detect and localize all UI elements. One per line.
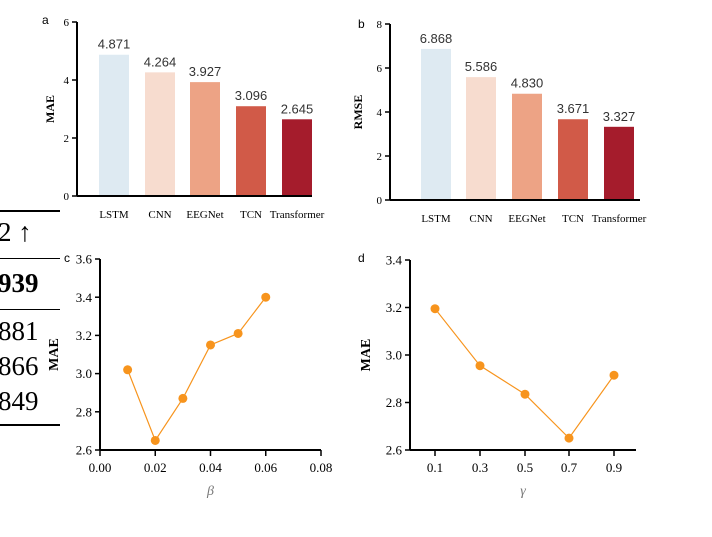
bar — [558, 119, 588, 200]
x-tick-label: Transformer — [592, 213, 647, 225]
x-tick-label: CNN — [469, 213, 492, 225]
y-tick-label: 4 — [64, 75, 70, 87]
bar — [145, 72, 175, 196]
x-tick-label: EEGNet — [186, 209, 223, 221]
data-point — [430, 304, 440, 314]
bar — [604, 126, 634, 200]
data-point — [233, 328, 243, 338]
x-tick-label: TCN — [240, 209, 262, 221]
x-tick-label: LSTM — [421, 213, 451, 225]
panel-label: a — [42, 13, 49, 27]
x-tick-label: 0.02 — [144, 460, 167, 475]
bar — [466, 77, 496, 200]
data-point — [150, 435, 160, 445]
x-tick-label: 0.7 — [561, 460, 578, 475]
x-tick-label: Transformer — [270, 209, 325, 221]
y-tick-label: 3.6 — [76, 252, 93, 267]
table-cell: 881 — [0, 316, 39, 346]
panel-label: b — [358, 17, 365, 31]
y-tick-label: 2.8 — [76, 404, 92, 419]
y-tick-label: 3.4 — [76, 290, 93, 305]
y-tick-label: 2.6 — [76, 443, 93, 458]
data-point — [178, 393, 188, 403]
data-label: 4.264 — [144, 54, 177, 69]
y-tick-label: 3.2 — [386, 300, 402, 315]
bar — [99, 54, 129, 197]
x-tick-label: 0.5 — [517, 460, 533, 475]
data-label: 3.671 — [557, 101, 590, 116]
x-tick-label: 0.9 — [606, 460, 622, 475]
y-tick-label: 2.8 — [386, 395, 402, 410]
data-label: 4.871 — [98, 37, 131, 52]
y-tick-label: 3.4 — [386, 253, 403, 268]
data-point — [609, 370, 619, 380]
y-tick-label: 3.0 — [386, 348, 402, 363]
x-tick-label: 0.1 — [427, 460, 443, 475]
table-cell: 849 — [0, 386, 39, 416]
series-line — [434, 308, 615, 440]
bar — [282, 119, 312, 196]
x-tick-label: EEGNet — [508, 213, 545, 225]
data-point — [520, 389, 530, 399]
y-tick-label: 0 — [377, 195, 383, 207]
x-tick-label: LSTM — [99, 209, 129, 221]
y-tick-label: 2 — [377, 151, 383, 163]
data-label: 2.645 — [281, 101, 314, 116]
x-axis-label: β — [206, 484, 214, 499]
x-tick-label: 0.04 — [199, 460, 222, 475]
y-tick-label: 2.6 — [386, 443, 403, 458]
y-tick-label: 6 — [64, 17, 70, 29]
table-rule — [0, 210, 60, 212]
table-fragment: 2 ↑ 939 881 866 849 — [0, 0, 60, 537]
y-axis-label: RMSE — [351, 95, 365, 130]
table-rule — [0, 258, 60, 259]
y-tick-label: 8 — [377, 19, 383, 31]
table-rule — [0, 424, 60, 426]
series-line — [127, 296, 267, 442]
data-label: 3.327 — [603, 109, 636, 124]
x-tick-label: 0.00 — [89, 460, 112, 475]
data-label: 6.868 — [420, 31, 453, 46]
panel-label: d — [358, 251, 365, 265]
data-label: 3.096 — [235, 88, 268, 103]
y-tick-label: 2 — [64, 133, 70, 145]
table-header-cell: 2 ↑ — [0, 217, 32, 247]
table-rule — [0, 309, 60, 310]
y-tick-label: 3.2 — [76, 328, 92, 343]
x-tick-label: 0.3 — [472, 460, 488, 475]
x-axis-label: γ — [520, 484, 526, 499]
y-axis-label: MAE — [43, 95, 57, 123]
panel-label: c — [64, 251, 70, 265]
data-label: 5.586 — [465, 59, 498, 74]
data-point — [475, 361, 485, 371]
y-axis-label: MAE — [359, 339, 374, 372]
data-point — [261, 292, 271, 302]
y-tick-label: 6 — [377, 63, 383, 75]
table-cell: 866 — [0, 351, 39, 381]
y-tick-label: 0 — [64, 191, 70, 203]
y-tick-label: 3.0 — [76, 366, 92, 381]
data-label: 4.830 — [511, 76, 544, 91]
bar — [236, 106, 266, 196]
data-point — [206, 340, 215, 350]
y-tick-label: 4 — [377, 107, 383, 119]
x-tick-label: 0.06 — [254, 460, 277, 475]
data-label: 3.927 — [189, 64, 222, 79]
x-tick-label: 0.08 — [310, 460, 333, 475]
data-point — [123, 365, 133, 375]
y-axis-label: MAE — [47, 338, 62, 371]
bar — [512, 93, 542, 200]
table-cell: 939 — [0, 268, 39, 298]
bar — [421, 48, 451, 201]
x-tick-label: CNN — [148, 209, 171, 221]
bar — [190, 82, 220, 196]
data-point — [564, 433, 574, 443]
x-tick-label: TCN — [562, 213, 584, 225]
